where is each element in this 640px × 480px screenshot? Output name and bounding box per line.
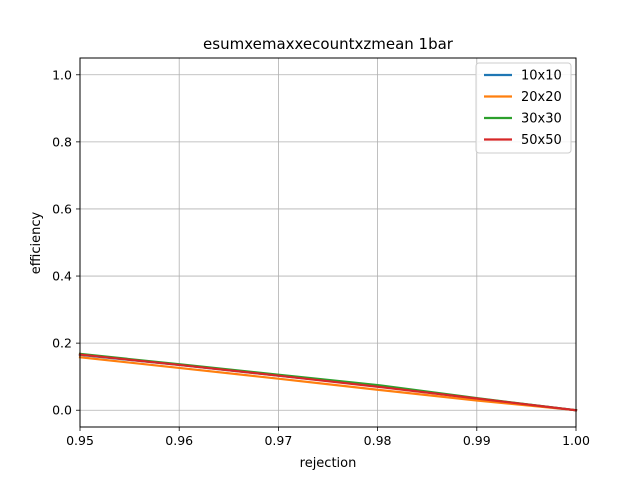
x-axis-label: rejection [300, 456, 357, 471]
legend-label: 10x10 [521, 69, 562, 84]
legend-label: 20x20 [521, 90, 562, 105]
legend-box [475, 62, 572, 154]
x-tick-label: 1.00 [562, 433, 590, 448]
x-tick-label: 0.95 [66, 433, 94, 448]
legend-label: 50x50 [521, 133, 562, 148]
y-tick-label: 0.6 [52, 201, 72, 216]
y-axis-label: efficiency [29, 211, 44, 274]
chart-title: esumxemaxxecountxzmean 1bar [203, 35, 454, 53]
x-tick-label: 0.99 [463, 433, 491, 448]
y-tick-label: 0.0 [52, 403, 72, 418]
legend: 10x10 20x20 30x30 50x50 [475, 62, 572, 154]
series-line-50x50 [78, 353, 578, 412]
y-tick-label: 0.8 [52, 134, 72, 149]
legend-label: 30x30 [521, 112, 562, 127]
x-tick-label: 0.97 [264, 433, 292, 448]
plot-frame [79, 57, 577, 428]
y-tick-label: 1.0 [52, 67, 72, 82]
y-tick-label: 0.4 [52, 269, 72, 284]
series-layer [78, 352, 578, 412]
y-tick-label: 0.2 [52, 336, 72, 351]
x-tick-label: 0.96 [165, 433, 193, 448]
x-tick-label: 0.98 [364, 433, 392, 448]
series-line-20x20 [78, 356, 578, 412]
tick-layer: 0.95 0.96 0.97 0.98 0.99 1.00 0.0 0.2 0.4 0.6 0.8 1… [52, 67, 590, 448]
